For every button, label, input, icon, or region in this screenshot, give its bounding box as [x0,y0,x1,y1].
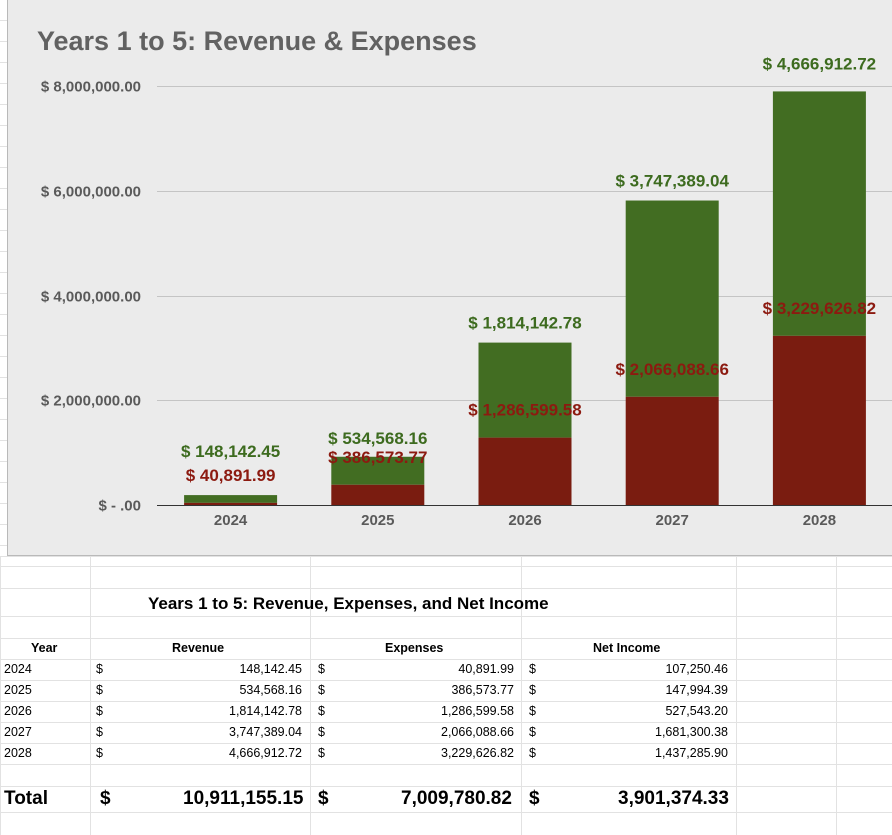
revenue-currency: $ [96,683,103,697]
data-label-expenses: $ 3,229,626.82 [763,299,876,318]
revenue-expenses-chart: $ - .00 $ 2,000,000.00 $ 4,000,000.00 $ 6,0… [41,54,892,529]
total-expenses: 7,009,780.82 [401,788,512,809]
y-tick-label: $ 8,000,000.00 [41,79,141,96]
expenses-currency: $ [318,704,325,718]
bar-revenue-2024 [184,495,278,503]
cell-net-income[interactable]: 1,681,300.38 [655,725,728,739]
bar-revenue-2028 [772,91,866,336]
x-tick-label: 2026 [508,512,541,529]
cell-net-income[interactable]: 107,250.46 [665,662,728,676]
cell-net-income[interactable]: 1,437,285.90 [655,746,728,760]
cell-year[interactable]: 2025 [4,683,32,697]
bar-expenses-2027 [625,396,719,505]
data-label-expenses: $ 40,891.99 [186,466,276,485]
bar-revenue-2025 [331,456,425,485]
expenses-currency: $ [318,746,325,760]
total-revenue-currency: $ [100,788,111,809]
header-net-income: Net Income [593,641,661,655]
expenses-currency: $ [318,662,325,676]
table-title: Years 1 to 5: Revenue, Expenses, and Net… [148,594,549,613]
header-expenses: Expenses [385,641,444,655]
cell-revenue[interactable]: 3,747,389.04 [229,725,302,739]
bar-expenses-2024 [184,502,278,505]
expenses-currency: $ [318,725,325,739]
y-tick-label: $ 6,000,000.00 [41,184,141,201]
net-income-currency: $ [529,725,536,739]
total-label: Total [4,788,48,809]
net-income-currency: $ [529,662,536,676]
x-tick-label: 2027 [656,512,689,529]
chart-title: Years 1 to 5: Revenue & Expenses [37,26,477,56]
header-revenue: Revenue [172,641,225,655]
cell-expenses[interactable]: 2,066,088.66 [441,725,514,739]
y-tick-label: $ 2,000,000.00 [41,393,141,410]
data-label-revenue: $ 3,747,389.04 [615,172,729,191]
cell-net-income[interactable]: 147,994.39 [665,683,728,697]
total-expenses-currency: $ [318,788,329,809]
net-income-currency: $ [529,704,536,718]
cell-year[interactable]: 2027 [4,725,32,739]
cell-expenses[interactable]: 386,573.77 [451,683,514,697]
cell-revenue[interactable]: 534,568.16 [239,683,302,697]
cell-revenue[interactable]: 148,142.45 [239,662,302,676]
bar-expenses-2026 [478,437,572,505]
cell-year[interactable]: 2026 [4,704,32,718]
revenue-currency: $ [96,662,103,676]
net-income-currency: $ [529,683,536,697]
total-net-income: 3,901,374.33 [618,788,729,809]
cell-expenses[interactable]: 40,891.99 [458,662,514,676]
cell-expenses[interactable]: 3,229,626.82 [441,746,514,760]
cell-year[interactable]: 2024 [4,662,32,676]
data-label-revenue: $ 1,814,142.78 [468,314,581,333]
x-tick-label: 2024 [214,512,248,529]
x-tick-label: 2028 [803,512,836,529]
chart-panel[interactable]: $ - .00 $ 2,000,000.00 $ 4,000,000.00 $ 6,0… [7,0,892,556]
cell-net-income[interactable]: 527,543.20 [665,704,728,718]
data-label-expenses: $ 386,573.77 [328,448,427,467]
cell-revenue[interactable]: 1,814,142.78 [229,704,302,718]
header-year: Year [31,641,58,655]
data-label-revenue: $ 4,666,912.72 [763,54,876,73]
bar-expenses-2025 [331,484,425,505]
cell-year[interactable]: 2028 [4,746,32,760]
total-net-currency: $ [529,788,540,809]
revenue-currency: $ [96,725,103,739]
expenses-currency: $ [318,683,325,697]
y-tick-label: $ - .00 [98,498,141,515]
net-income-currency: $ [529,746,536,760]
bar-expenses-2028 [772,335,866,505]
cell-revenue[interactable]: 4,666,912.72 [229,746,302,760]
revenue-currency: $ [96,746,103,760]
data-label-expenses: $ 2,066,088.66 [615,360,728,379]
cell-expenses[interactable]: 1,286,599.58 [441,704,514,718]
data-label-expenses: $ 1,286,599.58 [468,401,581,420]
y-tick-label: $ 4,000,000.00 [41,289,141,306]
total-revenue: 10,911,155.15 [183,788,304,809]
data-label-revenue: $ 148,142.45 [181,442,280,461]
bar-revenue-2026 [478,342,572,438]
data-label-revenue: $ 534,568.16 [328,429,427,448]
revenue-currency: $ [96,704,103,718]
x-tick-label: 2025 [361,512,394,529]
bar-revenue-2027 [625,200,719,397]
